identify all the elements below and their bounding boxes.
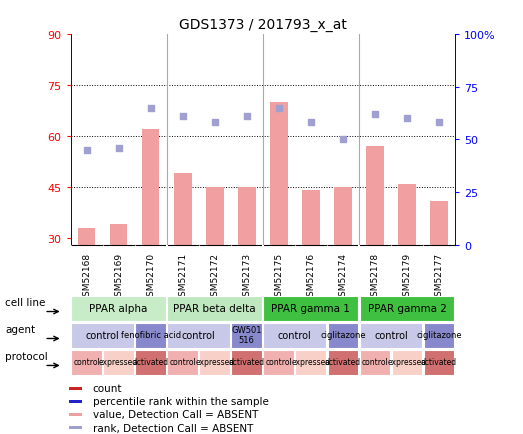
Bar [366,147,384,245]
Bar [110,225,128,245]
Text: expressed: expressed [99,357,138,366]
Text: expressed: expressed [388,357,427,366]
Text: GSM52169: GSM52169 [114,253,123,302]
Bar [71,350,102,375]
Bar [69,413,82,416]
Text: control: control [73,357,100,366]
Point [306,120,315,127]
Point [178,113,187,120]
Bar [295,350,326,375]
Text: GSM52173: GSM52173 [242,253,251,302]
Bar [359,323,423,348]
Bar [238,187,256,245]
Text: agent: agent [5,325,36,335]
Bar [174,174,191,245]
Text: control: control [169,357,196,366]
Text: activated: activated [229,357,265,366]
Bar [424,323,454,348]
Bar [71,323,134,348]
Text: GSM52176: GSM52176 [306,253,315,302]
Text: PPAR gamma 2: PPAR gamma 2 [368,303,447,313]
Text: GSM52170: GSM52170 [146,253,155,302]
Bar [327,323,358,348]
Bar [199,350,230,375]
Text: activated: activated [421,357,457,366]
Point [115,145,123,152]
Text: fenofibric acid: fenofibric acid [121,330,181,339]
Text: GSM52168: GSM52168 [82,253,91,302]
Bar [135,323,166,348]
Bar [103,350,134,375]
Bar [430,201,448,245]
Bar [398,184,416,245]
Bar [392,350,423,375]
Text: value, Detection Call = ABSENT: value, Detection Call = ABSENT [93,409,258,419]
Bar [71,296,166,321]
Text: GSM52179: GSM52179 [403,253,412,302]
Text: GSM52174: GSM52174 [338,253,347,302]
Text: GSM52175: GSM52175 [275,253,283,302]
Bar [264,296,358,321]
Text: rank, Detection Call = ABSENT: rank, Detection Call = ABSENT [93,423,253,433]
Text: expressed: expressed [291,357,331,366]
Text: percentile rank within the sample: percentile rank within the sample [93,396,268,406]
Text: PPAR alpha: PPAR alpha [89,303,148,313]
Text: protocol: protocol [5,352,48,362]
Bar [206,187,223,245]
Point [243,113,251,120]
Point [371,111,379,118]
Bar [69,400,82,403]
Title: GDS1373 / 201793_x_at: GDS1373 / 201793_x_at [179,18,347,32]
Point [403,115,411,122]
Text: activated: activated [325,357,361,366]
Bar [167,350,198,375]
Bar [359,296,454,321]
Bar [69,426,82,429]
Text: activated: activated [133,357,169,366]
Bar [264,350,294,375]
Bar [167,296,262,321]
Bar [327,350,358,375]
Text: control: control [374,330,408,340]
Bar [135,350,166,375]
Text: GSM52177: GSM52177 [435,253,444,302]
Text: PPAR gamma 1: PPAR gamma 1 [271,303,350,313]
Point [146,105,155,112]
Text: GSM52178: GSM52178 [370,253,379,302]
Text: GW501
516: GW501 516 [232,325,262,345]
Point [435,120,443,127]
Text: PPAR beta delta: PPAR beta delta [174,303,256,313]
Bar [167,323,230,348]
Bar [69,387,82,390]
Bar [334,187,351,245]
Bar [78,228,95,245]
Point [275,105,283,112]
Text: control: control [182,330,215,340]
Bar [231,323,262,348]
Text: control: control [86,330,120,340]
Bar [424,350,454,375]
Text: control: control [361,357,388,366]
Text: control: control [278,330,312,340]
Bar [359,350,390,375]
Text: GSM52172: GSM52172 [210,253,219,302]
Text: GSM52171: GSM52171 [178,253,187,302]
Text: expressed: expressed [195,357,234,366]
Point [339,136,347,143]
Text: count: count [93,383,122,393]
Text: ciglitazone: ciglitazone [320,330,366,339]
Point [211,120,219,127]
Bar [142,130,160,245]
Text: cell line: cell line [5,298,46,308]
Bar [302,191,320,245]
Bar [264,323,326,348]
Text: control: control [266,357,292,366]
Point [83,147,91,154]
Text: ciglitazone: ciglitazone [416,330,462,339]
Bar [231,350,262,375]
Bar [270,102,288,245]
